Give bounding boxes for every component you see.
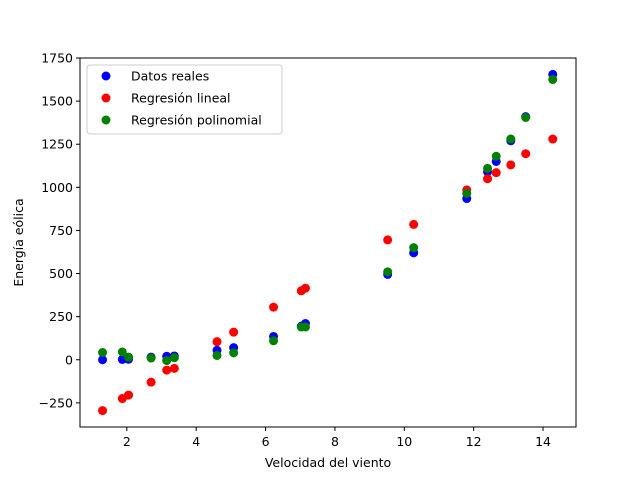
legend-marker — [101, 93, 111, 103]
data-point — [300, 322, 310, 332]
data-point — [462, 188, 472, 198]
y-tick-label: −250 — [39, 395, 73, 410]
data-point — [169, 353, 179, 363]
x-tick-label: 8 — [331, 434, 339, 449]
y-tick-label: 0 — [65, 352, 73, 367]
data-point — [146, 353, 156, 363]
data-point — [548, 75, 558, 85]
legend-label: Datos reales — [131, 69, 209, 84]
data-point — [117, 347, 127, 357]
y-tick-label: 1500 — [41, 94, 73, 109]
data-point — [212, 350, 222, 360]
x-axis-label: Velocidad del viento — [265, 455, 391, 470]
legend-label: Regresión lineal — [131, 91, 231, 106]
data-point — [383, 235, 393, 245]
x-tick-label: 4 — [192, 434, 200, 449]
data-point — [521, 112, 531, 122]
data-point — [169, 363, 179, 373]
legend-box — [86, 64, 283, 135]
data-point — [229, 327, 239, 337]
data-point — [124, 352, 134, 362]
data-point — [491, 151, 501, 161]
data-point — [229, 348, 239, 358]
data-point — [212, 337, 222, 347]
data-point — [506, 134, 516, 144]
x-tick-label: 12 — [466, 434, 482, 449]
data-point — [521, 149, 531, 159]
data-point — [300, 283, 310, 293]
x-tick-label: 2 — [123, 434, 131, 449]
data-point — [124, 390, 134, 400]
y-tick-label: 500 — [49, 266, 73, 281]
axis-ticks: 2 4 6 8 10 12 14 −250 0 250 500 750 1000 1250 1500 1750 — [39, 51, 551, 450]
data-point — [491, 168, 501, 178]
data-point — [409, 243, 419, 253]
plot-area-frame — [79, 57, 577, 428]
data-point — [409, 219, 419, 229]
data-point — [98, 348, 108, 358]
data-point — [98, 355, 108, 365]
data-point — [269, 336, 279, 346]
x-tick-label: 6 — [262, 434, 270, 449]
y-tick-label: 750 — [49, 223, 73, 238]
series-1 — [98, 134, 558, 416]
legend-marker — [101, 115, 111, 125]
data-point — [98, 406, 108, 416]
data-point — [483, 174, 493, 184]
data-point — [162, 365, 172, 375]
x-tick-label: 14 — [535, 434, 551, 449]
x-tick-label: 10 — [396, 434, 412, 449]
y-tick-label: 1250 — [41, 137, 73, 152]
data-points — [98, 69, 558, 416]
legend-marker — [101, 71, 111, 81]
series-2 — [98, 75, 558, 366]
data-point — [383, 267, 393, 277]
legend: Datos reales Regresión lineal Regresión po… — [86, 64, 283, 135]
data-point — [483, 163, 493, 173]
data-point — [269, 302, 279, 312]
y-tick-label: 250 — [49, 309, 73, 324]
data-point — [162, 356, 172, 366]
y-tick-label: 1000 — [41, 180, 73, 195]
y-tick-label: 1750 — [41, 51, 73, 66]
data-point — [548, 134, 558, 144]
data-point — [506, 160, 516, 170]
y-axis-label: Energía eólica — [11, 198, 26, 286]
data-point — [146, 377, 156, 387]
legend-label: Regresión polinomial — [131, 113, 262, 128]
